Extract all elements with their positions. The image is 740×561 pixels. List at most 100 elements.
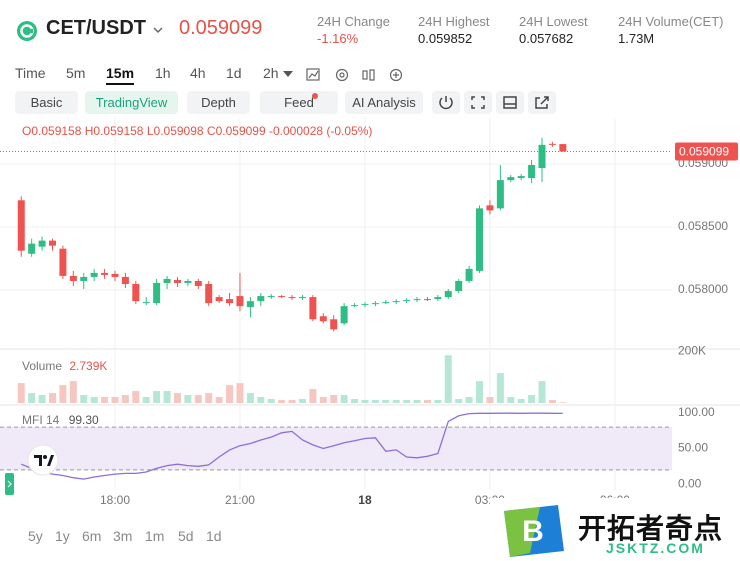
candle-body <box>184 280 192 283</box>
tradingview-badge[interactable] <box>26 444 60 476</box>
volume-bar <box>288 400 296 403</box>
volume-bar <box>111 397 119 403</box>
pair-name[interactable]: CET/USDT <box>46 17 146 39</box>
pane-title: MFI 14 <box>22 413 60 427</box>
candle-body <box>111 273 119 277</box>
range[interactable]: 5d <box>178 528 194 544</box>
candle-body <box>246 301 254 308</box>
range[interactable]: 1m <box>145 528 165 544</box>
range[interactable]: 3m <box>113 528 133 544</box>
candle-body <box>444 291 452 298</box>
volume-bar <box>226 385 234 403</box>
interval[interactable]: 2h <box>263 65 279 81</box>
volume-bar <box>517 399 525 403</box>
volume-bar <box>17 383 25 403</box>
volume-bar <box>403 400 411 403</box>
volume-legend: Volume 2.739K <box>22 359 107 373</box>
range[interactable]: 1y <box>55 528 70 544</box>
candle-body <box>215 297 223 302</box>
candle-body <box>319 316 327 322</box>
ohlc-legend: O0.059158 H0.059158 L0.059098 C0.059099 … <box>22 124 372 138</box>
candle-body <box>413 299 421 301</box>
volume-bar <box>361 400 369 403</box>
y-tick-label: 0.00 <box>678 476 702 490</box>
legend-value: 0.059098 <box>153 124 204 138</box>
candle-body <box>194 280 202 286</box>
candle-body <box>538 144 546 169</box>
tab[interactable]: Basic <box>15 91 78 114</box>
candle-body <box>330 319 338 330</box>
range[interactable]: 6m <box>82 528 102 544</box>
interval[interactable]: 5m <box>66 65 86 81</box>
volume-bar <box>319 397 327 403</box>
volume-bar <box>423 400 431 403</box>
volume-bar <box>413 400 421 403</box>
volume-bar <box>69 381 77 403</box>
side-toggle[interactable] <box>5 473 14 495</box>
volume-bar <box>278 400 286 403</box>
last-price-tag <box>675 142 738 161</box>
watermark-logo-text: B <box>522 515 544 548</box>
candle-body <box>528 165 536 179</box>
range[interactable]: 1d <box>206 528 222 544</box>
candle-body <box>205 283 213 304</box>
range[interactable]: 5y <box>28 528 43 544</box>
x-tick-label: 21:00 <box>225 493 255 507</box>
volume-bar <box>163 391 171 403</box>
volume-bar <box>236 383 244 403</box>
candle-body <box>80 276 88 281</box>
tab[interactable]: Depth <box>187 91 250 114</box>
candle-body <box>153 282 161 304</box>
candle-body <box>548 143 556 145</box>
candle-body <box>267 296 275 298</box>
volume-bar <box>59 385 67 403</box>
candle-body <box>455 280 463 292</box>
candle-body <box>173 279 181 283</box>
candle-body <box>403 300 411 302</box>
stat-value: 1.73M <box>618 31 655 46</box>
volume-bar <box>267 399 275 403</box>
legend-key: L <box>146 124 154 138</box>
candle-body <box>236 296 244 307</box>
reset-button[interactable] <box>432 91 460 114</box>
candle-body <box>121 276 129 284</box>
stat-value: -1.16% <box>317 31 359 46</box>
volume-bar <box>173 393 181 403</box>
volume-bar <box>121 395 129 403</box>
candle-body <box>288 297 296 299</box>
stat-label: 24H Highest <box>418 14 490 29</box>
volume-bar <box>257 397 265 403</box>
candle-body <box>371 303 379 305</box>
candle-body <box>496 180 504 209</box>
volume-bar <box>538 381 546 403</box>
tab[interactable]: Feed <box>260 91 338 114</box>
share-button[interactable] <box>528 91 556 114</box>
candle-body <box>298 297 306 299</box>
candle-body <box>340 306 348 324</box>
interval-dropdown[interactable] <box>283 70 293 78</box>
volume-bar <box>486 397 494 403</box>
interval[interactable]: 1d <box>226 65 242 81</box>
interval[interactable]: 4h <box>190 65 206 81</box>
volume-bar <box>351 399 359 403</box>
chart-tools[interactable] <box>306 67 406 83</box>
legend-key: H <box>84 124 94 138</box>
y-tick-label: 100.00 <box>678 405 715 419</box>
tab[interactable]: AI Analysis <box>345 91 423 114</box>
volume-bar <box>246 393 254 403</box>
tab[interactable]: TradingView <box>85 91 178 114</box>
interval[interactable]: Time <box>15 65 46 81</box>
watermark-site: JSKTZ.COM <box>606 540 705 556</box>
indicator-band <box>0 427 672 470</box>
pair-dropdown[interactable] <box>152 24 164 36</box>
fullscreen-button[interactable] <box>464 91 492 114</box>
candle-body <box>48 240 56 246</box>
volume-bar <box>444 355 452 403</box>
candle-body <box>132 283 140 302</box>
interval[interactable]: 1h <box>155 65 171 81</box>
interval[interactable]: 15m <box>106 65 135 85</box>
volume-bar <box>90 397 98 403</box>
volume-bar <box>80 395 88 403</box>
volume-bar <box>142 397 150 403</box>
layout-button[interactable] <box>496 91 524 114</box>
